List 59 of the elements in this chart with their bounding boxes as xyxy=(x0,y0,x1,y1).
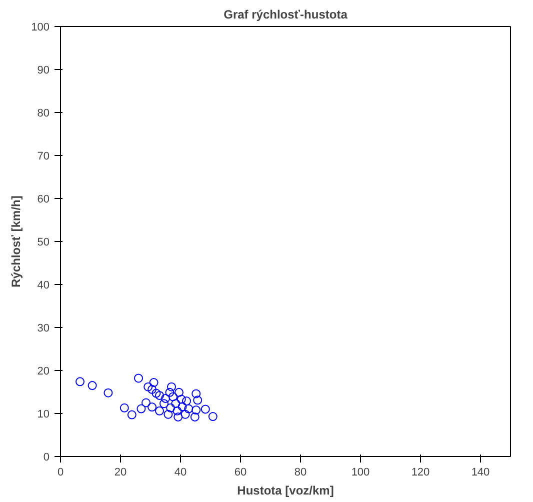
point xyxy=(165,388,174,397)
point xyxy=(193,396,202,405)
point xyxy=(149,378,158,388)
point xyxy=(152,388,161,398)
point xyxy=(171,399,180,408)
x-tick-label: 80 xyxy=(294,466,307,478)
x-axis-title: Hustota [voz/km] xyxy=(237,484,334,498)
point xyxy=(161,394,170,403)
point xyxy=(166,403,176,412)
y-tick-label: 80 xyxy=(37,108,50,120)
point xyxy=(178,402,187,412)
x-tick-label: 120 xyxy=(411,466,430,478)
point xyxy=(104,388,113,398)
point xyxy=(200,404,210,414)
y-tick-label: 100 xyxy=(31,22,50,34)
y-axis-title: Rýchlosť [km/h] xyxy=(9,196,24,288)
point xyxy=(155,406,164,416)
y-tick-label: 40 xyxy=(37,280,50,292)
point xyxy=(192,389,201,398)
point xyxy=(148,402,156,412)
point xyxy=(168,392,178,402)
y-tick-label: 60 xyxy=(37,194,50,206)
x-tick-label: 20 xyxy=(114,466,127,478)
y-tick-label: 10 xyxy=(37,408,50,420)
point xyxy=(208,412,218,421)
point xyxy=(182,396,191,406)
y-tick-label: 20 xyxy=(37,366,50,378)
chart-title: Graf rýchlosť-hustota xyxy=(224,8,348,22)
y-tick-label: 50 xyxy=(37,236,50,248)
point xyxy=(167,382,176,392)
point xyxy=(120,403,129,412)
point xyxy=(164,410,173,419)
x-tick-label: 60 xyxy=(234,466,247,478)
point xyxy=(155,390,164,400)
x-tick-label: 100 xyxy=(351,466,370,478)
point xyxy=(144,382,153,392)
point xyxy=(142,398,150,408)
x-tick-label: 40 xyxy=(174,466,187,478)
y-tick-label: 90 xyxy=(37,64,50,76)
point xyxy=(127,410,136,420)
point xyxy=(176,394,186,404)
point xyxy=(174,388,184,397)
point xyxy=(180,410,190,419)
y-tick-label: 70 xyxy=(37,150,50,162)
y-tick-label: 0 xyxy=(43,452,50,464)
point xyxy=(134,374,143,383)
point xyxy=(190,412,200,422)
y-tick-label: 30 xyxy=(37,322,50,334)
point xyxy=(148,384,156,394)
point xyxy=(160,399,168,408)
x-tick-label: 140 xyxy=(471,466,490,478)
x-tick-label: 0 xyxy=(57,466,64,478)
point xyxy=(136,404,146,414)
point xyxy=(76,377,84,386)
point xyxy=(192,406,201,415)
point xyxy=(174,412,183,422)
point xyxy=(184,404,194,414)
point xyxy=(88,381,97,390)
point xyxy=(172,406,182,416)
